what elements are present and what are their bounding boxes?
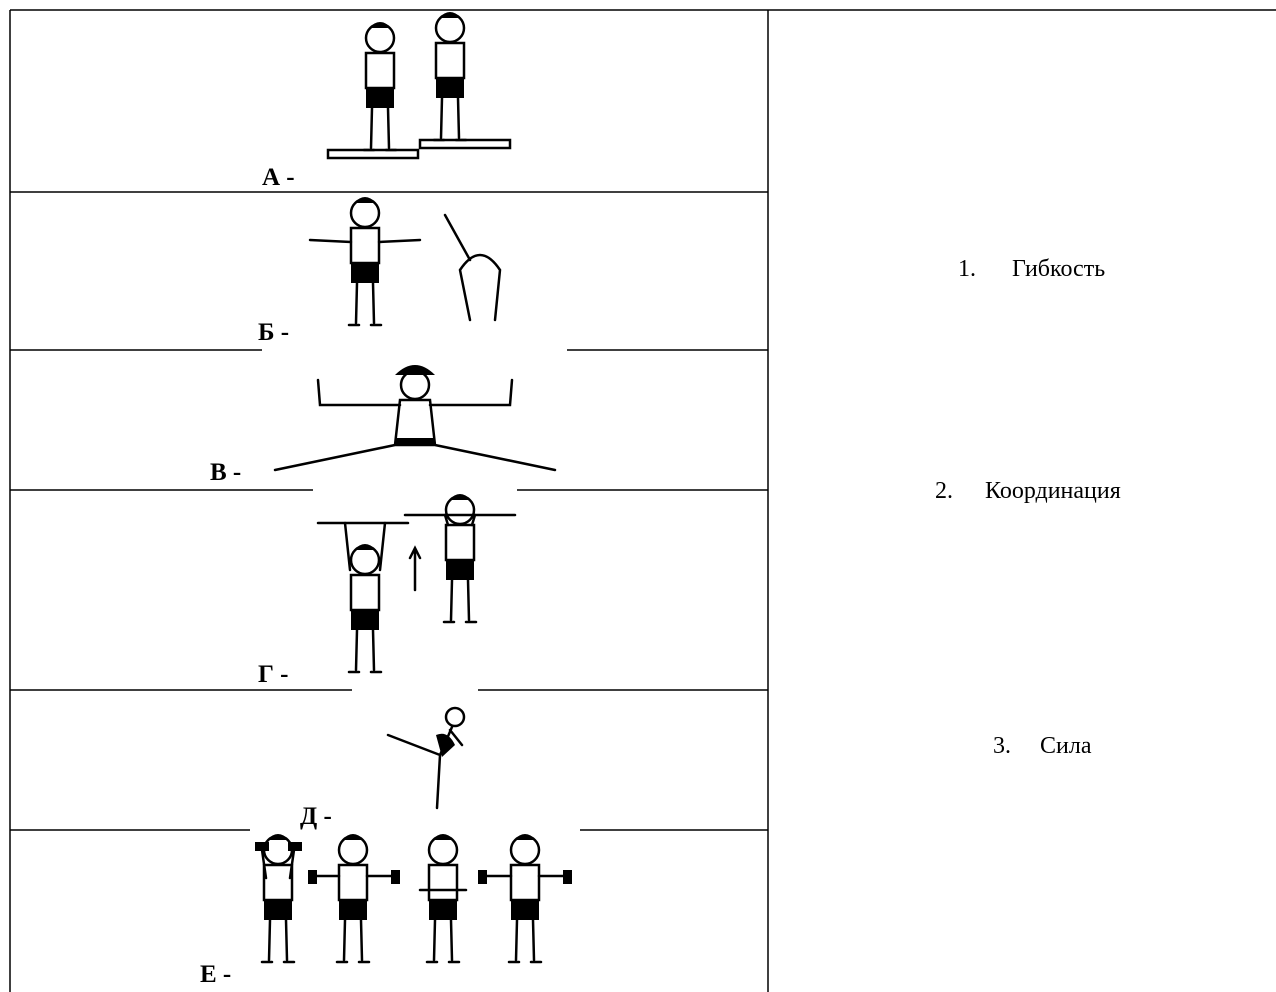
- answer-text: Координация: [985, 478, 1121, 504]
- answer-number: 3.: [993, 733, 1011, 759]
- answer-text: Сила: [1040, 733, 1092, 759]
- answer-number: 1.: [958, 256, 976, 282]
- row-label: В -: [210, 459, 241, 486]
- illustrations: [255, 10, 572, 964]
- row-label: Г -: [258, 661, 288, 688]
- row-label: Б -: [258, 319, 289, 346]
- row-label: А -: [262, 164, 295, 191]
- answer-text: Гибкость: [1012, 256, 1105, 282]
- answer-number: 2.: [935, 478, 953, 504]
- table-grid: [9, 9, 1276, 992]
- row-label: Д -: [300, 803, 332, 830]
- row-label: Е -: [200, 961, 231, 988]
